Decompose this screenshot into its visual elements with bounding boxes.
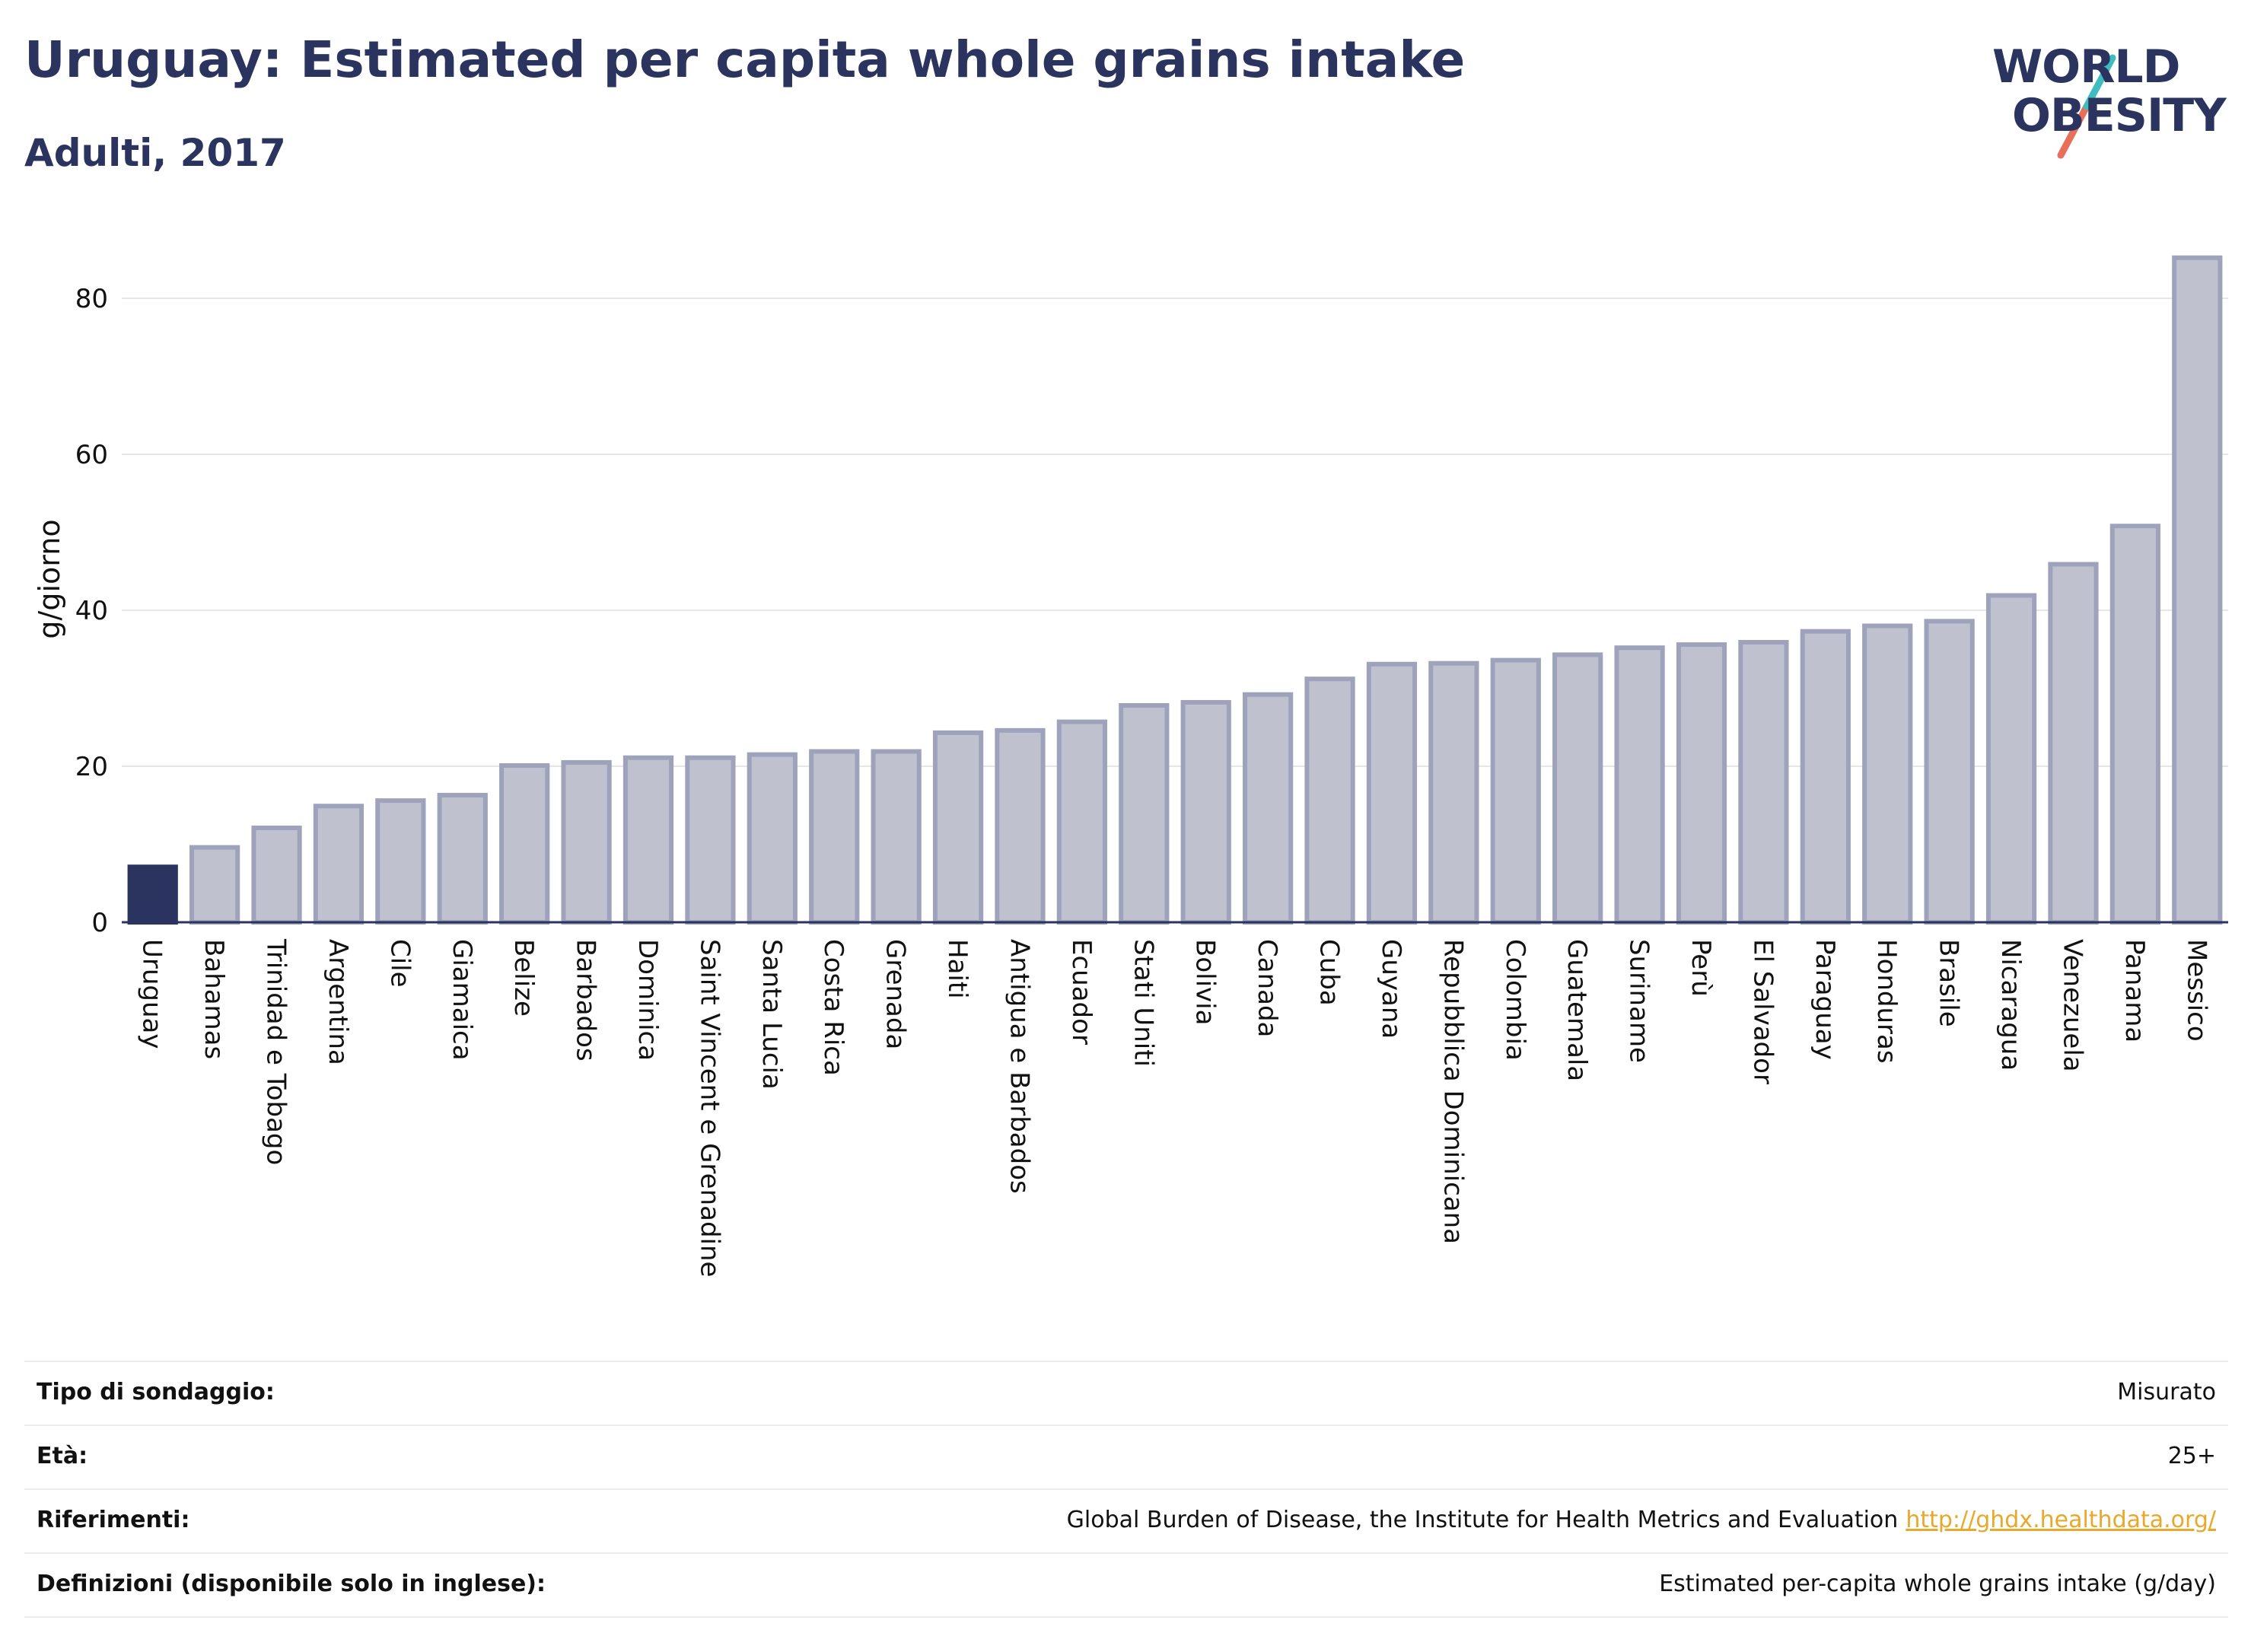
bar-guatemala (1552, 652, 1603, 925)
x-tick-label: Costa Rica (818, 939, 849, 1076)
bar-saint-vincent-e-grenadine (685, 755, 736, 925)
bar-dominica (622, 755, 674, 925)
bar-stati-uniti (1119, 703, 1170, 925)
logo-word-world: WORLD (1992, 40, 2180, 94)
meta-label: Età: (37, 1443, 88, 1469)
bar-venezuela (2048, 562, 2099, 925)
bar-repubblica-dominicana (1428, 660, 1479, 925)
x-tick-label: Stati Uniti (1128, 939, 1158, 1067)
meta-value: Misurato (2117, 1379, 2216, 1405)
bar-nicaragua (1985, 593, 2037, 925)
x-tick-label: Perù (1686, 939, 1716, 997)
bar-messico (2172, 255, 2223, 925)
y-tick-label: 60 (75, 440, 108, 470)
reference-text: Global Burden of Disease, the Institute … (1066, 1507, 1899, 1533)
meta-row-references: Riferimenti: Global Burden of Disease, t… (24, 1488, 2228, 1552)
bar-el-salvador (1738, 640, 1789, 925)
chart-subtitle: Adulti, 2017 (24, 131, 286, 175)
x-tick-label: Canada (1252, 939, 1282, 1037)
x-tick-label: Guatemala (1562, 939, 1592, 1081)
x-tick-label: Repubblica Dominicana (1438, 939, 1468, 1244)
x-tick-label: Barbados (571, 939, 601, 1062)
meta-row-survey-type: Tipo di sondaggio: Misurato (24, 1361, 2228, 1424)
x-tick-label: Colombia (1500, 939, 1530, 1061)
meta-value: Estimated per-capita whole grains intake… (1659, 1571, 2216, 1597)
bar-giamaica (437, 792, 488, 925)
y-tick-label: 80 (75, 284, 108, 314)
logo-word-obesity: OBESITY (2012, 89, 2227, 142)
bar-honduras (1862, 623, 1913, 925)
bar-uruguay (127, 864, 178, 925)
bar-haiti (932, 730, 984, 925)
x-tick-label: Antigua e Barbados (1004, 939, 1034, 1194)
x-tick-label: Cuba (1314, 939, 1345, 1006)
x-tick-label: Paraguay (1810, 939, 1840, 1060)
meta-label: Riferimenti: (37, 1507, 190, 1533)
bar-cuba (1304, 676, 1355, 925)
y-tick-label: 20 (75, 752, 108, 782)
bar-canada (1242, 692, 1294, 925)
meta-row-age: Età: 25+ (24, 1424, 2228, 1488)
bar-suriname (1614, 645, 1665, 925)
x-tick-label: Grenada (880, 939, 911, 1049)
x-tick-label: Guyana (1376, 939, 1406, 1039)
x-tick-label: Venezuela (2057, 939, 2087, 1072)
x-tick-label: Argentina (323, 939, 353, 1065)
x-tick-label: El Salvador (1747, 939, 1778, 1084)
x-tick-label: Cile (384, 939, 415, 988)
x-tick-label: Dominica (632, 939, 663, 1061)
world-obesity-logo[interactable]: WORLD OBESITY (1979, 33, 2237, 163)
bar-chart: 0 20 40 60 80 g/giorno Uruguay Bahamas Trinidad … (33, 255, 2228, 1277)
x-tick-label: Uruguay (137, 939, 167, 1049)
x-tick-label: Suriname (1624, 939, 1654, 1063)
reference-link[interactable]: http://ghdx.healthdata.org/ (1906, 1507, 2216, 1533)
x-tick-label: Honduras (1871, 939, 1902, 1064)
x-tick-label: Santa Lucia (756, 939, 787, 1090)
bar-grenada (871, 749, 922, 925)
bar-argentina (313, 804, 365, 925)
x-tick-label: Nicaragua (1995, 939, 2026, 1071)
y-tick-label: 40 (75, 596, 108, 626)
bar-santa-lucia (747, 752, 798, 925)
bar-barbados (561, 759, 612, 925)
bar-panama (2109, 524, 2161, 925)
bar-guyana (1366, 661, 1418, 925)
x-tick-label: Panama (2119, 939, 2150, 1042)
meta-row-definitions: Definizioni (disponibile solo in inglese… (24, 1552, 2228, 1618)
chart-title: Uruguay: Estimated per capita whole grai… (24, 30, 1466, 89)
bar-costa-rica (809, 749, 860, 925)
y-tick-label: 0 (91, 908, 108, 938)
bar-trinidad-e-tobago (251, 825, 302, 925)
x-tick-label: Haiti (942, 939, 973, 999)
logo-slash-icon (2057, 54, 2116, 159)
bar-colombia (1490, 657, 1541, 925)
bar-bahamas (189, 845, 240, 925)
bar-belize (499, 762, 550, 925)
x-tick-label: Ecuador (1066, 939, 1097, 1045)
x-tick-label: Messico (2181, 939, 2211, 1042)
bar-bolivia (1180, 699, 1231, 925)
x-tick-label: Bolivia (1190, 939, 1221, 1025)
x-tick-label: Trinidad e Tobago (261, 938, 291, 1165)
x-tick-label: Saint Vincent e Grenadine (694, 939, 724, 1277)
meta-value-references: Global Burden of Disease, the Institute … (1067, 1507, 2216, 1533)
bar-brasile (1924, 619, 1975, 925)
meta-label: Tipo di sondaggio: (37, 1379, 275, 1405)
x-tick-label: Giamaica (447, 939, 477, 1061)
y-axis-label: g/giorno (33, 519, 66, 638)
bar-paraguay (1800, 629, 1851, 925)
bar-per- (1676, 642, 1727, 925)
bar-cile (375, 798, 426, 925)
metadata-table: Tipo di sondaggio: Misurato Età: 25+ Rif… (24, 1361, 2228, 1618)
bar-antigua-e-barbados (995, 727, 1046, 925)
bar-ecuador (1056, 719, 1108, 925)
meta-label: Definizioni (disponibile solo in inglese… (37, 1571, 546, 1597)
x-tick-label: Bahamas (199, 939, 229, 1059)
x-tick-label: Brasile (1934, 939, 1964, 1027)
x-tick-label: Belize (508, 939, 539, 1017)
meta-value: 25+ (2167, 1443, 2216, 1469)
